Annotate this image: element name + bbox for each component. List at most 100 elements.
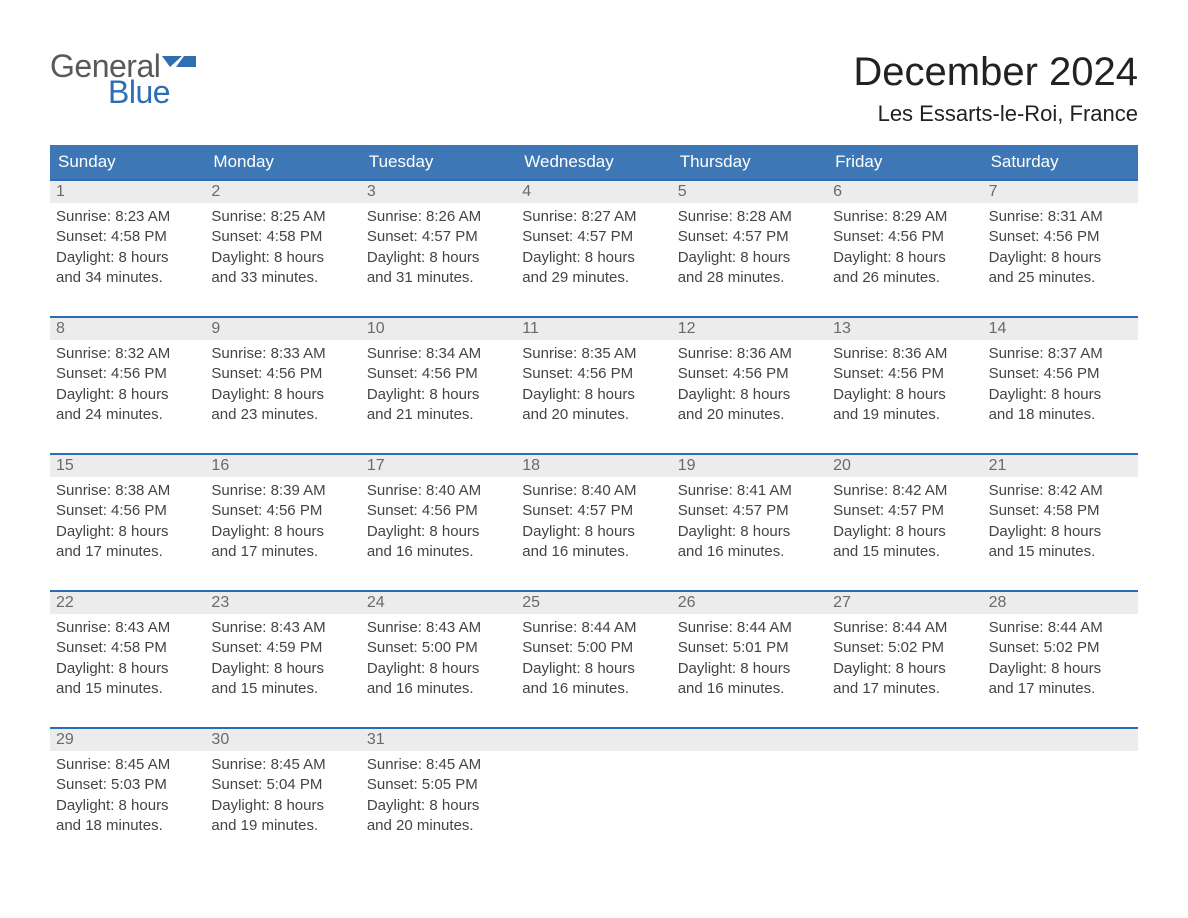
daylight-line: Daylight: 8 hours <box>367 248 510 268</box>
day-number: 17 <box>361 455 516 477</box>
sunset-line: Sunset: 4:58 PM <box>211 227 354 247</box>
day-cell <box>516 729 671 840</box>
day-cell <box>983 729 1138 840</box>
top-bar: General Blue December 2024 Les Essarts-l… <box>50 50 1138 127</box>
day-details: Sunrise: 8:44 AMSunset: 5:02 PMDaylight:… <box>827 614 982 703</box>
day-details: Sunrise: 8:37 AMSunset: 4:56 PMDaylight:… <box>983 340 1138 429</box>
sunrise-line: Sunrise: 8:29 AM <box>833 207 976 227</box>
day-cell <box>827 729 982 840</box>
day-details: Sunrise: 8:36 AMSunset: 4:56 PMDaylight:… <box>672 340 827 429</box>
location-label: Les Essarts-le-Roi, France <box>853 101 1138 127</box>
calendar-grid: SundayMondayTuesdayWednesdayThursdayFrid… <box>50 145 1138 840</box>
weekday-header: Tuesday <box>361 145 516 179</box>
daylight-line: and 18 minutes. <box>989 405 1132 425</box>
sunset-line: Sunset: 4:56 PM <box>833 227 976 247</box>
sunset-line: Sunset: 4:56 PM <box>56 364 199 384</box>
day-cell: 28Sunrise: 8:44 AMSunset: 5:02 PMDayligh… <box>983 592 1138 703</box>
day-details: Sunrise: 8:41 AMSunset: 4:57 PMDaylight:… <box>672 477 827 566</box>
daylight-line: Daylight: 8 hours <box>678 248 821 268</box>
week-row: 22Sunrise: 8:43 AMSunset: 4:58 PMDayligh… <box>50 590 1138 703</box>
day-number: 30 <box>205 729 360 751</box>
daylight-line: Daylight: 8 hours <box>678 385 821 405</box>
sunset-line: Sunset: 4:57 PM <box>367 227 510 247</box>
day-cell: 29Sunrise: 8:45 AMSunset: 5:03 PMDayligh… <box>50 729 205 840</box>
day-cell: 27Sunrise: 8:44 AMSunset: 5:02 PMDayligh… <box>827 592 982 703</box>
day-cell: 12Sunrise: 8:36 AMSunset: 4:56 PMDayligh… <box>672 318 827 429</box>
day-details: Sunrise: 8:40 AMSunset: 4:56 PMDaylight:… <box>361 477 516 566</box>
daylight-line: Daylight: 8 hours <box>989 522 1132 542</box>
weekday-header: Thursday <box>672 145 827 179</box>
daylight-line: Daylight: 8 hours <box>211 385 354 405</box>
daylight-line: Daylight: 8 hours <box>367 659 510 679</box>
logo: General Blue <box>50 50 196 108</box>
day-number: 14 <box>983 318 1138 340</box>
sunset-line: Sunset: 4:56 PM <box>678 364 821 384</box>
daylight-line: and 16 minutes. <box>678 679 821 699</box>
daylight-line: and 17 minutes. <box>833 679 976 699</box>
day-cell: 22Sunrise: 8:43 AMSunset: 4:58 PMDayligh… <box>50 592 205 703</box>
weekday-header: Sunday <box>50 145 205 179</box>
daylight-line: Daylight: 8 hours <box>367 796 510 816</box>
sunset-line: Sunset: 4:59 PM <box>211 638 354 658</box>
day-number: 15 <box>50 455 205 477</box>
sunrise-line: Sunrise: 8:45 AM <box>56 755 199 775</box>
sunrise-line: Sunrise: 8:44 AM <box>833 618 976 638</box>
sunrise-line: Sunrise: 8:32 AM <box>56 344 199 364</box>
day-details: Sunrise: 8:43 AMSunset: 4:58 PMDaylight:… <box>50 614 205 703</box>
day-cell: 5Sunrise: 8:28 AMSunset: 4:57 PMDaylight… <box>672 181 827 292</box>
day-details: Sunrise: 8:45 AMSunset: 5:05 PMDaylight:… <box>361 751 516 840</box>
sunrise-line: Sunrise: 8:45 AM <box>211 755 354 775</box>
week-row: 29Sunrise: 8:45 AMSunset: 5:03 PMDayligh… <box>50 727 1138 840</box>
day-cell: 26Sunrise: 8:44 AMSunset: 5:01 PMDayligh… <box>672 592 827 703</box>
daylight-line: and 31 minutes. <box>367 268 510 288</box>
day-cell: 8Sunrise: 8:32 AMSunset: 4:56 PMDaylight… <box>50 318 205 429</box>
daylight-line: and 29 minutes. <box>522 268 665 288</box>
daylight-line: Daylight: 8 hours <box>989 659 1132 679</box>
sunset-line: Sunset: 4:56 PM <box>522 364 665 384</box>
calendar-document: General Blue December 2024 Les Essarts-l… <box>0 0 1188 880</box>
day-number <box>827 729 982 751</box>
sunset-line: Sunset: 4:56 PM <box>833 364 976 384</box>
sunset-line: Sunset: 4:57 PM <box>522 501 665 521</box>
day-number: 11 <box>516 318 671 340</box>
day-cell: 18Sunrise: 8:40 AMSunset: 4:57 PMDayligh… <box>516 455 671 566</box>
daylight-line: Daylight: 8 hours <box>989 248 1132 268</box>
day-details: Sunrise: 8:27 AMSunset: 4:57 PMDaylight:… <box>516 203 671 292</box>
sunset-line: Sunset: 4:58 PM <box>56 227 199 247</box>
day-details: Sunrise: 8:28 AMSunset: 4:57 PMDaylight:… <box>672 203 827 292</box>
week-row: 8Sunrise: 8:32 AMSunset: 4:56 PMDaylight… <box>50 316 1138 429</box>
day-cell: 2Sunrise: 8:25 AMSunset: 4:58 PMDaylight… <box>205 181 360 292</box>
day-cell: 21Sunrise: 8:42 AMSunset: 4:58 PMDayligh… <box>983 455 1138 566</box>
sunset-line: Sunset: 5:03 PM <box>56 775 199 795</box>
sunset-line: Sunset: 4:58 PM <box>56 638 199 658</box>
sunset-line: Sunset: 4:56 PM <box>367 501 510 521</box>
sunset-line: Sunset: 4:56 PM <box>211 501 354 521</box>
day-cell: 31Sunrise: 8:45 AMSunset: 5:05 PMDayligh… <box>361 729 516 840</box>
sunset-line: Sunset: 4:57 PM <box>522 227 665 247</box>
daylight-line: and 28 minutes. <box>678 268 821 288</box>
day-number: 5 <box>672 181 827 203</box>
sunset-line: Sunset: 5:02 PM <box>833 638 976 658</box>
day-number: 26 <box>672 592 827 614</box>
daylight-line: Daylight: 8 hours <box>367 522 510 542</box>
daylight-line: Daylight: 8 hours <box>56 248 199 268</box>
daylight-line: and 20 minutes. <box>367 816 510 836</box>
sunrise-line: Sunrise: 8:36 AM <box>833 344 976 364</box>
day-number: 9 <box>205 318 360 340</box>
day-cell: 20Sunrise: 8:42 AMSunset: 4:57 PMDayligh… <box>827 455 982 566</box>
day-number: 10 <box>361 318 516 340</box>
day-number: 16 <box>205 455 360 477</box>
day-number <box>516 729 671 751</box>
day-number: 8 <box>50 318 205 340</box>
day-number: 21 <box>983 455 1138 477</box>
daylight-line: Daylight: 8 hours <box>522 522 665 542</box>
weekday-header: Saturday <box>983 145 1138 179</box>
day-cell: 15Sunrise: 8:38 AMSunset: 4:56 PMDayligh… <box>50 455 205 566</box>
day-cell: 23Sunrise: 8:43 AMSunset: 4:59 PMDayligh… <box>205 592 360 703</box>
daylight-line: Daylight: 8 hours <box>522 385 665 405</box>
day-number: 28 <box>983 592 1138 614</box>
daylight-line: Daylight: 8 hours <box>211 796 354 816</box>
day-details: Sunrise: 8:39 AMSunset: 4:56 PMDaylight:… <box>205 477 360 566</box>
day-number: 13 <box>827 318 982 340</box>
sunset-line: Sunset: 5:00 PM <box>522 638 665 658</box>
